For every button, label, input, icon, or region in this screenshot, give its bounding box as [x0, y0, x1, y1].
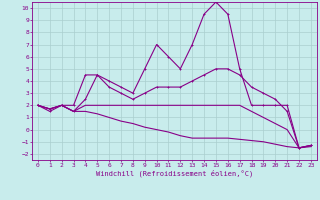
- X-axis label: Windchill (Refroidissement éolien,°C): Windchill (Refroidissement éolien,°C): [96, 170, 253, 177]
